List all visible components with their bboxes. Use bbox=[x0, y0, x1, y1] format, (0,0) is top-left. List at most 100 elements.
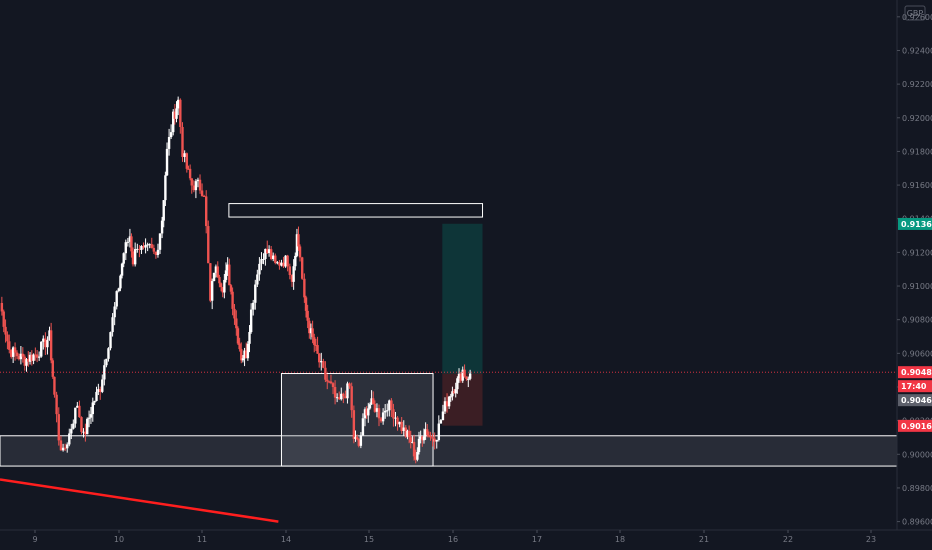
currency-label: GBP bbox=[907, 9, 924, 18]
candle-body bbox=[262, 258, 265, 260]
time-tick-label: 9 bbox=[32, 535, 37, 544]
candle-body bbox=[44, 338, 47, 348]
candle-body bbox=[426, 429, 429, 436]
candle-body bbox=[207, 226, 210, 264]
candle-body bbox=[160, 220, 164, 234]
currency-button[interactable]: GBP bbox=[904, 5, 926, 21]
candle-body bbox=[63, 447, 67, 449]
candle-body bbox=[316, 345, 319, 354]
candle-body bbox=[146, 244, 149, 246]
candle-body bbox=[156, 249, 160, 256]
candle-body bbox=[124, 242, 127, 254]
support-band[interactable] bbox=[0, 435, 898, 467]
candle-body bbox=[55, 394, 58, 415]
time-axis[interactable]: 9 10 11 14 15 16 17 18 21 22 23 bbox=[0, 529, 932, 544]
candle-body bbox=[456, 378, 459, 390]
price-tick-label: 0.92000 bbox=[902, 114, 932, 123]
candle-body bbox=[461, 369, 464, 381]
candle-body bbox=[19, 353, 23, 360]
candle-body bbox=[4, 326, 7, 335]
candle-body bbox=[209, 263, 212, 301]
time-tick-label: 11 bbox=[197, 535, 207, 544]
resistance-rectangle[interactable] bbox=[228, 203, 484, 218]
candle-body bbox=[84, 431, 87, 435]
candle-body bbox=[433, 438, 436, 442]
drawing-layer bbox=[0, 203, 898, 467]
candle-body bbox=[76, 405, 79, 408]
candle-body bbox=[303, 278, 306, 298]
candle-body bbox=[142, 245, 145, 248]
candle-body bbox=[272, 255, 275, 260]
candle-body bbox=[392, 409, 395, 419]
candle-body bbox=[381, 412, 385, 422]
candle-body bbox=[28, 354, 32, 362]
candle-body bbox=[80, 417, 83, 432]
candle-body bbox=[454, 389, 457, 394]
candle-body bbox=[465, 376, 468, 379]
candle-body bbox=[205, 196, 208, 227]
price-tick-label: 0.91600 bbox=[902, 181, 932, 190]
range-box[interactable] bbox=[280, 373, 434, 467]
candle-body bbox=[144, 244, 147, 248]
candle-body bbox=[212, 272, 216, 282]
candle-body bbox=[8, 341, 11, 350]
candle-body bbox=[218, 277, 221, 284]
candle-body bbox=[468, 373, 472, 379]
candle-body bbox=[13, 347, 17, 353]
candle-body bbox=[331, 383, 335, 388]
candle-body bbox=[128, 236, 132, 242]
candle-body bbox=[327, 381, 331, 383]
candle-body bbox=[431, 437, 434, 439]
candle-body bbox=[167, 137, 171, 149]
candle-body bbox=[388, 400, 391, 411]
candle-body bbox=[66, 444, 69, 449]
candle-body bbox=[101, 379, 104, 392]
candle-body bbox=[6, 334, 9, 342]
candle-body bbox=[34, 354, 37, 356]
candle-body bbox=[17, 356, 21, 360]
candle-body bbox=[383, 410, 387, 413]
candle-body bbox=[451, 391, 454, 397]
candle-body bbox=[313, 337, 316, 345]
candle-body bbox=[97, 389, 100, 392]
candle-body bbox=[238, 343, 241, 350]
candle-body bbox=[361, 418, 365, 436]
current-price-tag-bg bbox=[898, 394, 932, 407]
candle-body bbox=[176, 99, 180, 109]
candle-body bbox=[107, 348, 110, 359]
candle-body bbox=[370, 398, 373, 405]
candle-body bbox=[311, 328, 314, 338]
candle-body bbox=[117, 288, 120, 292]
candle-body bbox=[298, 246, 302, 258]
ema-line[interactable] bbox=[0, 478, 279, 523]
candle-body bbox=[304, 297, 308, 311]
candle-body bbox=[140, 245, 143, 250]
candle-body bbox=[409, 437, 412, 443]
candle-body bbox=[264, 248, 267, 259]
candle-body bbox=[246, 343, 250, 359]
candle-body bbox=[282, 262, 285, 267]
target-zone[interactable] bbox=[442, 223, 483, 374]
candle-body bbox=[367, 408, 370, 416]
candle-body bbox=[377, 408, 381, 419]
candle-body bbox=[224, 270, 228, 280]
candle-body bbox=[158, 233, 162, 250]
candle-body bbox=[120, 263, 124, 276]
candle-body bbox=[154, 251, 158, 256]
candle-body bbox=[27, 359, 30, 362]
time-tick-label: 22 bbox=[783, 535, 793, 544]
candle-body bbox=[61, 447, 65, 451]
candle-body bbox=[249, 309, 253, 333]
candle-body bbox=[241, 358, 245, 361]
price-tags: 0.91369 0.90488 17:40 0.90464 0.90169 bbox=[898, 217, 932, 432]
candle-body bbox=[11, 347, 15, 357]
price-tick-label: 0.91200 bbox=[902, 248, 932, 257]
candle-body bbox=[267, 249, 271, 254]
candle-body bbox=[172, 111, 175, 133]
candle-body bbox=[162, 200, 165, 221]
candle-body bbox=[136, 248, 139, 250]
candle-body bbox=[352, 410, 356, 439]
candle-body bbox=[252, 302, 255, 310]
candle-body bbox=[445, 401, 449, 407]
